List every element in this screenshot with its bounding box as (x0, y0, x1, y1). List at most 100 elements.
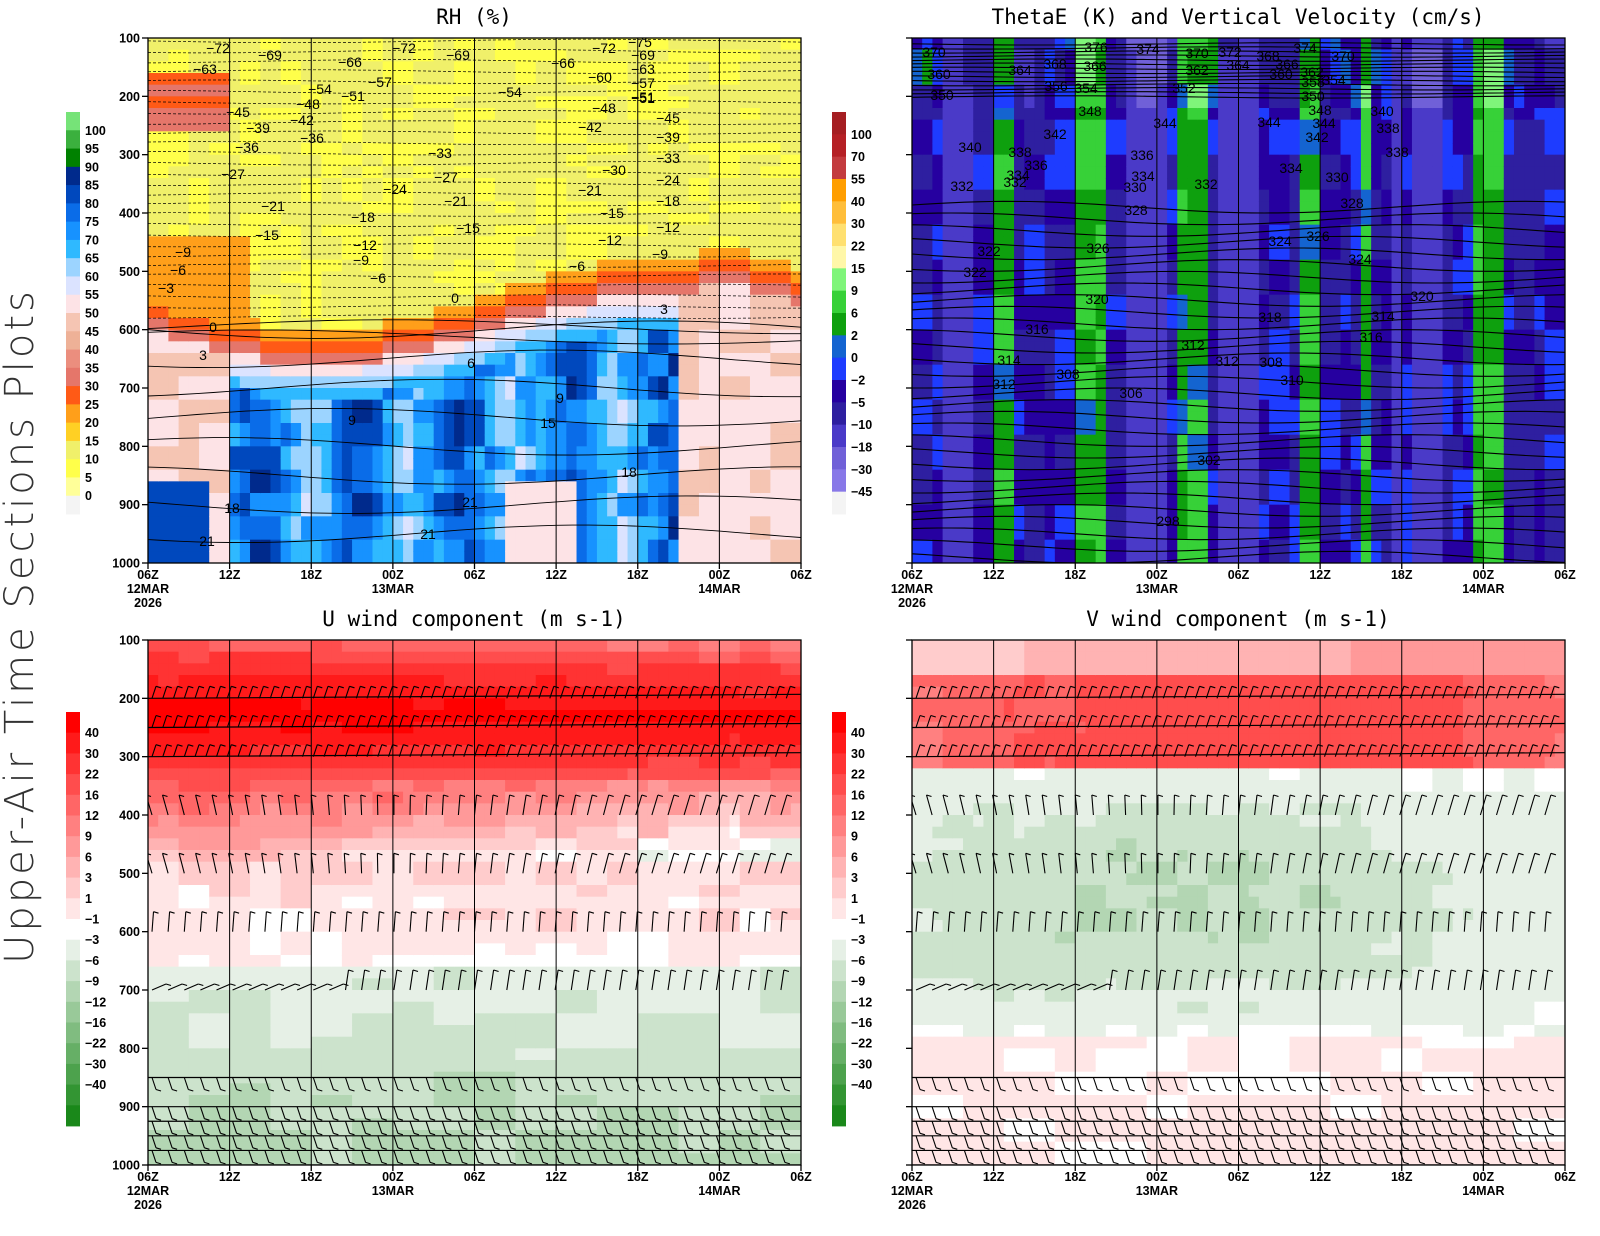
rh-cell (688, 224, 700, 237)
thetae-cell (932, 551, 944, 563)
rh-cell (698, 236, 710, 249)
rh-cell (760, 434, 771, 447)
rh-cell (158, 551, 169, 563)
thetae-cell (1085, 108, 1097, 121)
thetae-cell (1167, 423, 1178, 436)
rh-cell (148, 329, 159, 342)
rh-cell (525, 201, 537, 214)
thetae-cell (1024, 283, 1036, 296)
rh-cell (515, 143, 527, 156)
rh-cell (596, 341, 608, 354)
thetae-cell (1330, 341, 1342, 354)
rh-cell (474, 201, 486, 214)
rh-cell (545, 411, 557, 424)
thetae-cell (1197, 481, 1209, 494)
thetae-cell (1177, 329, 1189, 342)
thetae-cell (1279, 318, 1291, 331)
thetae-cell (1116, 166, 1127, 179)
rh-cell (545, 504, 557, 517)
rh-cell (770, 61, 782, 74)
rh-cell (239, 131, 251, 144)
thetae-cell (932, 458, 944, 471)
rh-cell (617, 271, 629, 284)
thetae-cell (983, 224, 995, 237)
rh-cell (341, 434, 353, 447)
thetae-cell (1044, 213, 1056, 226)
thetae-cell (952, 446, 964, 459)
rh-cell (698, 353, 710, 366)
thetae-cell (1116, 493, 1127, 506)
rh-cell (209, 131, 221, 144)
thetae-cell (1116, 411, 1127, 424)
rh-cell (790, 154, 801, 167)
thetae-cell (1218, 166, 1229, 179)
rh-cell (403, 283, 414, 296)
rh-cell (433, 38, 445, 51)
rh-cell (688, 178, 700, 191)
rh-cell (525, 318, 537, 331)
rh-cell (311, 493, 323, 506)
thetae-cell (1085, 399, 1097, 412)
rh-cell (576, 61, 588, 74)
thetae-cell (932, 108, 944, 121)
thetae-cell (1248, 364, 1260, 377)
rh-cell (525, 481, 537, 494)
rh-cell (586, 551, 598, 563)
rh-cell (658, 329, 669, 342)
rh-cell (668, 213, 680, 226)
rh-cell (607, 493, 618, 506)
rh-cell (535, 341, 547, 354)
rh-cell (403, 376, 414, 389)
rh-cell (668, 516, 680, 529)
rh-cell (250, 423, 261, 436)
thetae-cell (1034, 318, 1046, 331)
rh-cell (494, 131, 506, 144)
rh-cell (556, 399, 567, 412)
rh-cell (668, 364, 680, 377)
rh-cell (627, 551, 639, 563)
thetae-cell (1024, 294, 1036, 307)
thetae-cell (912, 481, 923, 494)
rh-cell (280, 271, 292, 284)
rh-cell (556, 166, 567, 179)
thetae-cell (1269, 61, 1280, 74)
thetae-cell (1167, 108, 1178, 121)
rh-cell (443, 446, 455, 459)
rh-cell (219, 481, 231, 494)
rh-cell (229, 248, 241, 261)
rh-cell (229, 376, 241, 389)
rh-cell (413, 108, 425, 121)
rh-cell (239, 411, 251, 424)
rh-cell (556, 49, 567, 62)
rh-cell (576, 131, 588, 144)
rh-cell (617, 96, 629, 109)
rh-cell (219, 551, 231, 563)
rh-cell (280, 154, 292, 167)
rh-cell (454, 458, 465, 471)
rh-cell (188, 539, 200, 552)
thetae-cell (1116, 236, 1127, 249)
thetae-cell (973, 154, 985, 167)
rh-cell (647, 376, 659, 389)
rh-cell (719, 61, 731, 74)
rh-cell (556, 143, 567, 156)
rh-cell (270, 481, 282, 494)
thetae-cell (1075, 131, 1087, 144)
rh-cell (474, 38, 486, 51)
rh-cell (668, 504, 680, 517)
thetae-cell (1330, 84, 1342, 97)
rh-cell (658, 49, 669, 62)
rh-cell (678, 108, 690, 121)
rh-cell (698, 271, 710, 284)
rh-cell (576, 458, 588, 471)
rh-cell (688, 131, 700, 144)
thetae-cell (1218, 423, 1229, 436)
thetae-cell (1024, 364, 1036, 377)
thetae-cell (983, 294, 995, 307)
rh-cell (627, 224, 639, 237)
rh-cell (535, 84, 547, 97)
rh-cell (790, 364, 801, 377)
thetae-cell (1258, 364, 1270, 377)
rh-cell (413, 341, 425, 354)
rh-cell (392, 154, 404, 167)
